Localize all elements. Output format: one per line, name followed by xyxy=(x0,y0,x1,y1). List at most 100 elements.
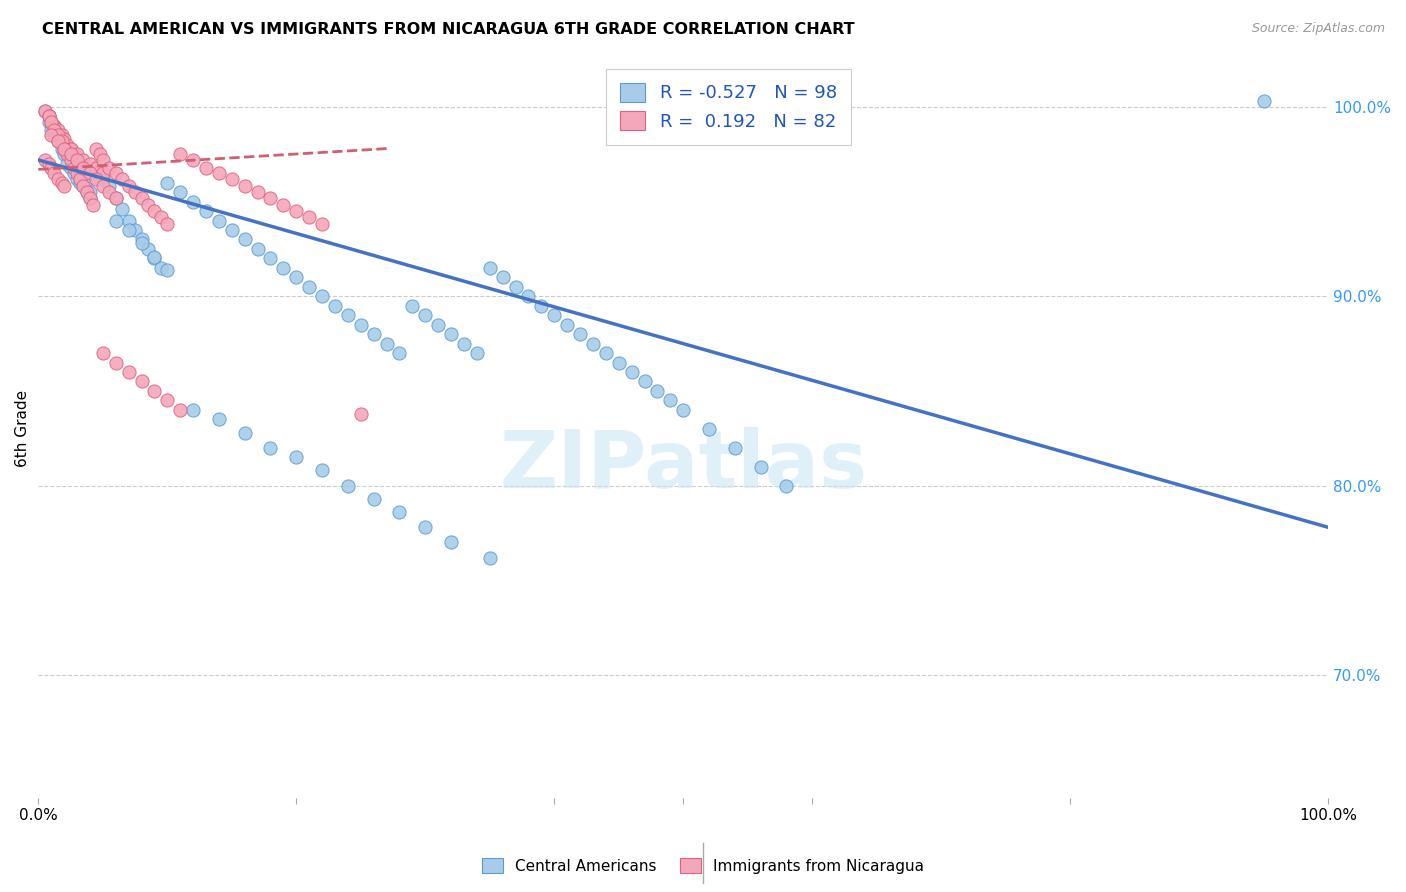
Point xyxy=(208,412,231,426)
Point xyxy=(39,128,62,143)
Point xyxy=(724,441,747,455)
Point xyxy=(66,166,89,180)
Point xyxy=(86,161,108,175)
Point xyxy=(131,375,153,389)
Point xyxy=(42,128,65,143)
Point xyxy=(91,346,114,360)
Point xyxy=(259,191,281,205)
Point xyxy=(169,403,191,417)
Point xyxy=(375,336,398,351)
Point xyxy=(66,153,89,167)
Point xyxy=(117,365,139,379)
Point xyxy=(233,425,256,440)
Point xyxy=(273,198,295,212)
Point xyxy=(59,142,82,156)
Point xyxy=(72,179,94,194)
Point xyxy=(149,210,172,224)
Point xyxy=(69,176,91,190)
Point xyxy=(34,103,56,118)
Point xyxy=(181,403,204,417)
Point xyxy=(273,260,295,275)
Point xyxy=(89,147,111,161)
Point xyxy=(697,422,720,436)
Point xyxy=(86,161,108,175)
Point xyxy=(149,260,172,275)
Point xyxy=(195,204,218,219)
Point xyxy=(53,142,76,156)
Point xyxy=(647,384,669,398)
Point xyxy=(672,403,695,417)
Point xyxy=(336,308,359,322)
Point xyxy=(259,252,281,266)
Point xyxy=(48,128,70,143)
Point xyxy=(98,179,121,194)
Point xyxy=(69,172,91,186)
Point xyxy=(104,355,127,369)
Point xyxy=(555,318,578,332)
Point xyxy=(66,172,89,186)
Point xyxy=(53,132,76,146)
Point xyxy=(388,346,411,360)
Point xyxy=(53,179,76,194)
Point xyxy=(363,491,385,506)
Point xyxy=(39,115,62,129)
Point xyxy=(53,137,76,152)
Point xyxy=(1253,95,1275,109)
Point xyxy=(285,270,308,285)
Point xyxy=(298,210,321,224)
Point xyxy=(233,232,256,246)
Point xyxy=(413,308,436,322)
Point xyxy=(72,161,94,175)
Point xyxy=(42,166,65,180)
Point xyxy=(38,109,60,123)
Point xyxy=(111,202,134,217)
Point xyxy=(63,157,86,171)
Point xyxy=(86,172,108,186)
Point xyxy=(104,191,127,205)
Point xyxy=(46,134,69,148)
Point xyxy=(136,198,159,212)
Point xyxy=(156,262,179,277)
Point xyxy=(620,365,643,379)
Point xyxy=(633,375,655,389)
Point xyxy=(91,172,114,186)
Point xyxy=(39,115,62,129)
Point xyxy=(350,407,373,421)
Point xyxy=(79,191,101,205)
Point xyxy=(131,236,153,251)
Point xyxy=(72,153,94,167)
Point xyxy=(143,204,166,219)
Point xyxy=(453,336,475,351)
Point xyxy=(51,134,73,148)
Point xyxy=(55,147,77,161)
Point xyxy=(72,179,94,194)
Point xyxy=(117,179,139,194)
Point xyxy=(82,198,104,212)
Point xyxy=(208,166,231,180)
Point xyxy=(76,185,98,199)
Point xyxy=(478,260,501,275)
Point xyxy=(298,280,321,294)
Point xyxy=(91,153,114,167)
Point xyxy=(169,185,191,199)
Y-axis label: 6th Grade: 6th Grade xyxy=(15,391,30,467)
Point xyxy=(388,505,411,519)
Point xyxy=(543,308,565,322)
Text: CENTRAL AMERICAN VS IMMIGRANTS FROM NICARAGUA 6TH GRADE CORRELATION CHART: CENTRAL AMERICAN VS IMMIGRANTS FROM NICA… xyxy=(42,22,855,37)
Point xyxy=(34,153,56,167)
Point xyxy=(124,185,146,199)
Point xyxy=(401,299,423,313)
Point xyxy=(59,142,82,156)
Point xyxy=(595,346,617,360)
Point xyxy=(79,191,101,205)
Legend: R = -0.527   N = 98, R =  0.192   N = 82: R = -0.527 N = 98, R = 0.192 N = 82 xyxy=(606,69,851,145)
Point xyxy=(63,147,86,161)
Point xyxy=(38,115,60,129)
Point xyxy=(51,142,73,156)
Point xyxy=(73,176,96,190)
Point xyxy=(111,172,134,186)
Point xyxy=(363,327,385,342)
Point xyxy=(79,166,101,180)
Point xyxy=(46,172,69,186)
Point xyxy=(221,223,243,237)
